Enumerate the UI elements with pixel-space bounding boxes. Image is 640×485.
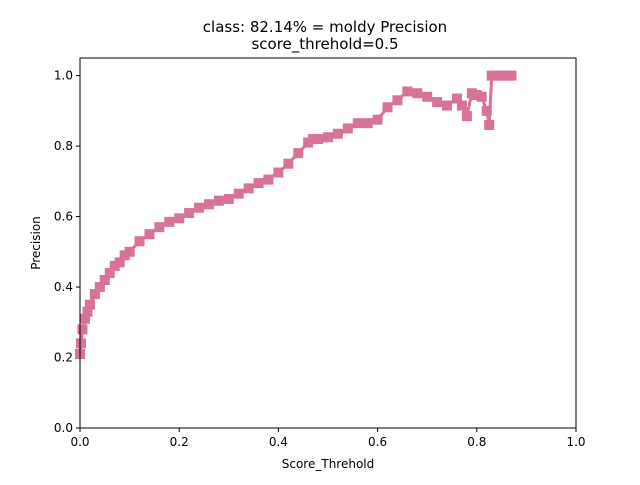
x-tick-label: 0.8	[467, 435, 486, 449]
precision-data-point	[84, 299, 95, 310]
precision-data-point	[184, 208, 195, 219]
y-tick-label: 0.4	[54, 280, 73, 294]
axis-ticks: 0.0 0.2 0.4 0.6 0.8 1.0 0.0 0.2 0.4 0.6 0.8 1.0	[54, 69, 586, 449]
precision-data-point	[352, 118, 363, 129]
precision-data-point	[461, 111, 472, 122]
chart-title-line-1: class: 82.14% = moldy Precision	[203, 18, 447, 36]
precision-data-point	[99, 275, 110, 285]
precision-series-line	[78, 74, 512, 355]
precision-data-point	[94, 282, 105, 293]
precision-data-point	[213, 195, 224, 206]
precision-data-point	[77, 324, 88, 335]
precision-data-point	[456, 100, 467, 111]
precision-data-point	[332, 128, 343, 139]
precision-data-point	[484, 119, 495, 130]
y-tick-label: 0.0	[54, 421, 73, 435]
precision-data-point	[243, 183, 254, 194]
precision-data-point	[293, 148, 304, 159]
precision-data-point	[442, 100, 453, 111]
x-tick-label: 1.0	[566, 435, 585, 449]
x-axis-label: Score_Threhold	[282, 457, 375, 471]
precision-data-point	[82, 306, 93, 317]
precision-data-point	[481, 105, 492, 116]
precision-data-point	[273, 167, 284, 178]
y-tick-label: 1.0	[54, 69, 73, 83]
precision-data-point	[194, 202, 205, 213]
precision-data-point	[75, 338, 86, 349]
precision-data-point	[223, 193, 234, 204]
precision-data-point	[104, 267, 115, 278]
precision-data-point	[124, 246, 135, 257]
x-tick-label: 0.0	[70, 435, 89, 449]
precision-data-point	[323, 132, 333, 143]
precision-data-point	[89, 289, 100, 300]
y-axis-label: Precision	[29, 216, 43, 270]
precision-data-point	[342, 123, 353, 134]
precision-data-point	[263, 174, 274, 185]
precision-data-point	[506, 70, 517, 81]
x-tick-label: 0.6	[368, 435, 387, 449]
precision-data-point	[451, 93, 462, 104]
y-tick-label: 0.2	[54, 351, 73, 365]
precision-data-point	[283, 158, 294, 169]
precision-data-point	[114, 257, 125, 268]
precision-data-point	[362, 118, 373, 129]
x-tick-label: 0.2	[170, 435, 189, 449]
precision-data-point	[476, 91, 487, 102]
precision-data-point	[154, 222, 165, 233]
precision-data-point	[372, 114, 383, 125]
chart-title-line-2: score_threhold=0.5	[251, 35, 398, 54]
precision-data-point	[313, 134, 324, 145]
x-tick-label: 0.4	[269, 435, 288, 449]
precision-data-point	[432, 97, 443, 108]
plot-frame	[79, 57, 577, 429]
precision-data-point	[422, 91, 433, 102]
precision-data-point	[174, 213, 185, 224]
precision-data-point	[164, 216, 175, 227]
precision-data-point	[233, 188, 244, 199]
precision-data-point	[392, 95, 403, 106]
precision-data-point	[203, 199, 214, 210]
y-tick-label: 0.8	[54, 139, 73, 153]
precision-data-point	[134, 236, 145, 247]
precision-data-point	[79, 313, 90, 324]
precision-data-point	[144, 229, 155, 240]
y-tick-label: 0.6	[54, 210, 73, 224]
precision-data-point	[412, 88, 423, 99]
precision-data-point	[402, 86, 413, 97]
precision-data-point	[253, 178, 264, 189]
data-series	[75, 70, 517, 359]
precision-data-point	[382, 102, 393, 113]
